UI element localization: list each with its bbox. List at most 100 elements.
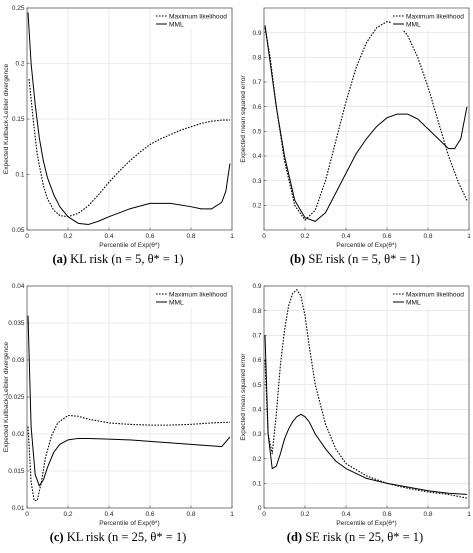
y-tick-label: 0.6 <box>252 104 261 111</box>
y-tick-label: 0.7 <box>252 333 261 340</box>
x-tick-label: 0 <box>25 233 29 240</box>
chart-a: 0 0.2 0.4 0.6 0.8 1 0.05 0.1 0.15 0.2 0.25 Percenti… <box>3 5 234 249</box>
x-tick-label: 0 <box>262 511 266 518</box>
y-axis-label: Expected mean squared error <box>240 353 247 441</box>
plot-frame <box>263 7 470 231</box>
panel-c: 0 0.2 0.4 0.6 0.8 1 0.01 0.015 0.02 0.025 0.03 0.03… <box>0 278 236 553</box>
x-tick-label: 0 <box>262 233 266 240</box>
series-line-mml <box>27 12 231 225</box>
legend-label: MML <box>169 299 184 306</box>
plot-frame <box>263 285 470 509</box>
caption-d: (d) SE risk (n = 25, θ* = 1) <box>237 530 473 545</box>
x-tick-label: 0.2 <box>300 233 309 240</box>
y-tick-label: 0.15 <box>12 116 25 123</box>
y-tick-label: 0 <box>258 505 262 512</box>
x-tick-label: 1 <box>230 233 234 240</box>
chart-b: 0 0.2 0.4 0.6 0.8 1 0.2 0.3 0.4 0.5 0.6 0.7 0.8 0.9 Pe… <box>240 7 471 249</box>
panel-a: 0 0.2 0.4 0.6 0.8 1 0.05 0.1 0.15 0.2 0.25 Percenti… <box>0 0 236 275</box>
x-tick-label: 1 <box>230 511 234 518</box>
series-line-mml <box>264 25 468 222</box>
legend-label: Maximum likelihood <box>169 291 227 298</box>
caption-letter: (a) <box>52 252 68 266</box>
x-tick-label: 0.6 <box>145 511 154 518</box>
x-tick-label: 0.2 <box>300 511 309 518</box>
x-tick-label: 1 <box>467 511 471 518</box>
legend-label: MML <box>406 21 421 28</box>
y-tick-label: 0.035 <box>8 320 25 327</box>
legend-label: Maximum likelihood <box>406 291 464 298</box>
series-line-maximum-likelihood <box>27 414 230 502</box>
legend-box <box>391 10 467 30</box>
x-tick-label: 0.4 <box>341 511 350 518</box>
x-tick-label: 0.8 <box>423 511 432 518</box>
y-tick-label: 0.03 <box>12 357 25 364</box>
y-tick-label: 0.2 <box>15 61 24 68</box>
y-tick-label: 0.5 <box>252 382 261 389</box>
y-axis-label: Expected Kullback-Leibler divergence <box>3 64 10 175</box>
x-tick-label: 1 <box>467 233 471 240</box>
y-tick-label: 0.25 <box>12 5 25 12</box>
legend-label: Maximum likelihood <box>406 13 464 20</box>
y-tick-label: 0.8 <box>252 308 261 315</box>
x-tick-label: 0.8 <box>186 233 195 240</box>
x-tick-label: 0.6 <box>382 511 391 518</box>
y-tick-label: 0.6 <box>252 357 261 364</box>
caption-letter: (c) <box>49 530 64 544</box>
legend-box <box>391 288 467 308</box>
legend-label: MML <box>406 299 421 306</box>
legend-box <box>154 288 230 308</box>
y-tick-label: 0.025 <box>8 394 25 401</box>
x-tick-label: 0 <box>25 511 29 518</box>
y-tick-label: 0.9 <box>252 30 261 37</box>
caption-text: KL risk (n = 25, θ* = 1) <box>66 530 187 544</box>
x-axis-label: Percentile of Exp(θ*) <box>336 520 396 527</box>
y-tick-label: 0.1 <box>252 481 261 488</box>
y-tick-label: 0.7 <box>252 79 261 86</box>
caption-c: (c) KL risk (n = 25, θ* = 1) <box>0 530 236 545</box>
x-axis-label: Percentile of Exp(θ*) <box>99 520 159 527</box>
caption-text: KL risk (n = 5, θ* = 1) <box>70 252 184 266</box>
legend-box <box>154 10 230 30</box>
caption-a: (a) KL risk (n = 5, θ* = 1) <box>0 252 236 267</box>
y-tick-label: 0.3 <box>252 178 261 185</box>
x-axis-label: Percentile of Exp(θ*) <box>336 242 396 249</box>
x-tick-label: 0.8 <box>186 511 195 518</box>
y-tick-label: 0.5 <box>252 129 261 136</box>
legend-label: MML <box>169 21 184 28</box>
y-tick-label: 0.05 <box>12 227 25 234</box>
y-tick-label: 0.8 <box>252 55 261 62</box>
x-tick-label: 0.2 <box>63 511 72 518</box>
caption-text: SE risk (n = 5, θ* = 1) <box>308 252 421 266</box>
caption-letter: (d) <box>286 530 303 544</box>
y-tick-label: 0.1 <box>15 172 24 179</box>
y-axis-label: Expected mean squared error <box>240 75 247 163</box>
x-tick-label: 0.4 <box>104 233 113 240</box>
caption-letter: (b) <box>289 252 306 266</box>
y-tick-label: 0.02 <box>12 431 25 438</box>
chart-c: 0 0.2 0.4 0.6 0.8 1 0.01 0.015 0.02 0.025 0.03 0.03… <box>3 283 234 527</box>
y-axis-label: Expected Kullback-Leibler divergence <box>3 342 10 453</box>
x-tick-label: 0.6 <box>145 233 154 240</box>
y-tick-label: 0.04 <box>12 283 25 290</box>
y-tick-label: 0.4 <box>252 407 261 414</box>
caption-b: (b) SE risk (n = 5, θ* = 1) <box>237 252 473 267</box>
caption-text: SE risk (n = 25, θ* = 1) <box>305 530 424 544</box>
x-tick-label: 0.4 <box>104 511 113 518</box>
y-tick-label: 0.2 <box>252 203 261 210</box>
y-tick-label: 0.9 <box>252 283 261 290</box>
series-line-maximum-likelihood <box>264 21 468 221</box>
x-tick-label: 0.2 <box>63 233 72 240</box>
x-axis-label: Percentile of Exp(θ*) <box>99 242 159 249</box>
x-tick-label: 0.4 <box>341 233 350 240</box>
legend-label: Maximum likelihood <box>169 13 227 20</box>
series-line-maximum-likelihood <box>264 289 468 499</box>
panel-b: 0 0.2 0.4 0.6 0.8 1 0.2 0.3 0.4 0.5 0.6 0.7 0.8 0.9 Pe… <box>237 0 473 275</box>
y-tick-label: 0.01 <box>12 505 25 512</box>
chart-d: 0 0.2 0.4 0.6 0.8 1 0 0.1 0.2 0.3 0.4 0.5 0.6 0.7 0.8 0… <box>240 283 471 527</box>
series-line-mml <box>264 335 467 495</box>
y-tick-label: 0.3 <box>252 431 261 438</box>
y-tick-label: 0.015 <box>8 468 25 475</box>
x-tick-label: 0.8 <box>423 233 432 240</box>
y-tick-label: 0.2 <box>252 456 261 463</box>
